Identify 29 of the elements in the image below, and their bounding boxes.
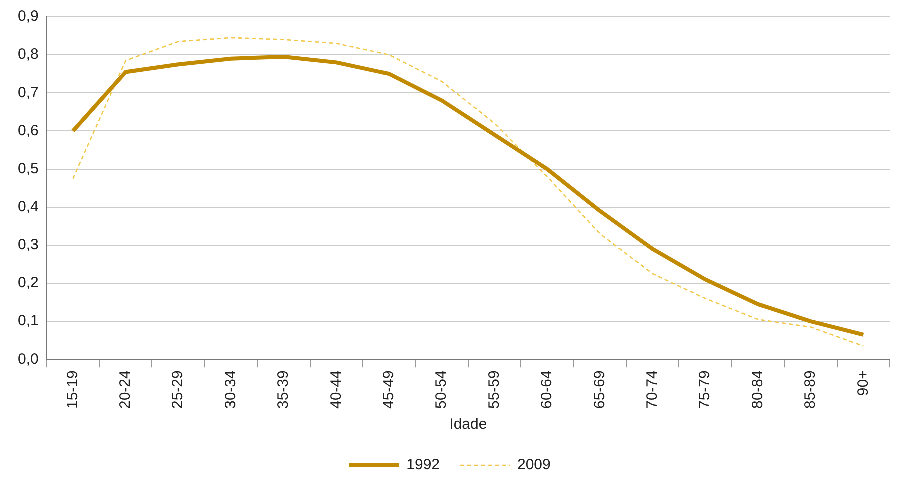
y-tick-label: 0,0 xyxy=(18,350,39,368)
x-tick-label: 25-29 xyxy=(170,370,187,410)
y-tick-label: 0,9 xyxy=(18,8,39,26)
x-tick-label: 80-84 xyxy=(749,370,766,410)
x-axis-title: Idade xyxy=(450,416,488,434)
x-tick-label: 15-19 xyxy=(64,370,82,410)
y-tick-label: 0,3 xyxy=(18,236,39,254)
y-tick-label: 0,5 xyxy=(18,160,39,178)
y-tick-label: 0,2 xyxy=(18,274,39,292)
y-tick-label: 0,4 xyxy=(18,198,39,216)
y-tick-label: 0,7 xyxy=(18,84,39,102)
x-tick-label: 45-49 xyxy=(380,370,398,410)
x-tick-label: 20-24 xyxy=(117,370,134,410)
x-tick-label: 70-74 xyxy=(644,370,662,410)
legend-label: 1992 xyxy=(406,456,440,474)
x-tick-label: 40-44 xyxy=(328,370,345,410)
legend-label: 2009 xyxy=(518,456,551,474)
x-tick-label: 60-64 xyxy=(538,370,556,410)
x-tick-label: 85-89 xyxy=(802,370,820,410)
x-tick-label: 30-34 xyxy=(222,370,240,410)
x-tick-label: 50-54 xyxy=(433,370,450,410)
x-tick-label: 55-59 xyxy=(486,370,503,410)
y-tick-label: 0,8 xyxy=(18,46,39,64)
y-tick-label: 0,1 xyxy=(18,312,39,330)
x-tick-label: 65-69 xyxy=(591,370,608,410)
x-tick-label: 75-79 xyxy=(696,370,714,410)
y-tick-label: 0,6 xyxy=(18,122,39,140)
x-tick-label: 35-39 xyxy=(275,370,292,410)
x-tick-label: 90+ xyxy=(854,370,872,396)
